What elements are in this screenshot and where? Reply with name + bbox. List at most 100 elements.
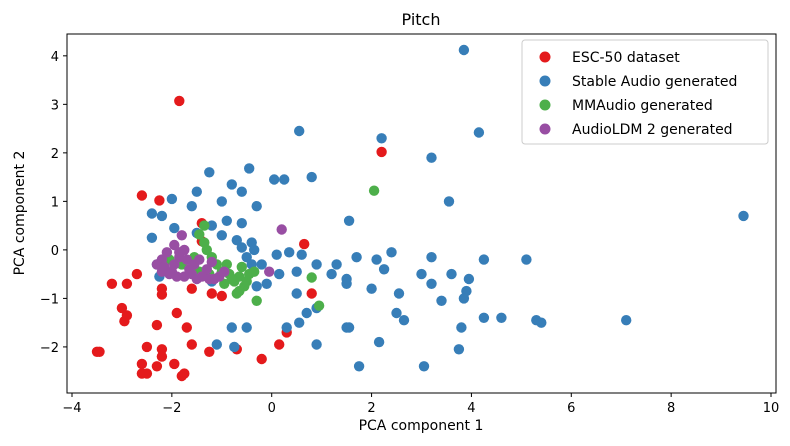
point-s1-52	[446, 268, 457, 280]
point-s0-28	[141, 368, 153, 379]
point-s1-71	[453, 344, 465, 355]
point-s1-12	[236, 186, 247, 197]
point-s1-75	[301, 307, 312, 319]
point-s1-61	[496, 312, 507, 323]
point-s1-36	[291, 266, 302, 277]
point-s3-26	[206, 256, 217, 268]
point-s0-34	[204, 346, 215, 357]
point-s3-16	[219, 266, 230, 277]
point-s2-6	[194, 229, 205, 240]
point-s2-8	[201, 244, 212, 256]
point-s0-9	[131, 268, 143, 280]
point-s1-15	[216, 196, 227, 207]
points-layer	[91, 44, 749, 382]
point-s1-9	[279, 174, 290, 185]
point-s1-3	[376, 133, 387, 144]
point-s0-7	[106, 278, 118, 289]
legend-label-2: MMAudio generated	[572, 98, 713, 114]
x-tick-label-0: −4	[62, 401, 81, 416]
point-s1-38	[261, 278, 272, 289]
point-s1-73	[353, 361, 365, 372]
point-s1-84	[229, 341, 240, 353]
y-tick-label-3: 1	[51, 195, 59, 210]
point-s1-4	[426, 152, 437, 163]
point-s1-54	[478, 254, 490, 265]
point-s0-26	[136, 358, 148, 370]
y-tick-label-0: −2	[40, 341, 59, 356]
point-s1-20	[169, 222, 180, 234]
point-s1-51	[443, 196, 455, 207]
x-tick-label-6: 8	[667, 401, 675, 416]
point-s1-44	[371, 254, 382, 265]
point-s2-2	[313, 300, 325, 311]
legend-label-3: AudioLDM 2 generated	[572, 122, 733, 138]
y-tick-label-6: 4	[51, 50, 59, 65]
legend-marker-3	[539, 123, 551, 135]
point-s1-13	[251, 201, 262, 212]
point-s1-19	[146, 208, 158, 219]
point-s0-0	[174, 95, 185, 107]
x-tick-label-3: 2	[367, 401, 375, 416]
legend-label-0: ESC-50 dataset	[572, 50, 680, 66]
point-s0-19	[181, 322, 192, 333]
chart-title: Pitch	[402, 10, 441, 29]
point-s1-6	[204, 167, 215, 178]
point-s1-80	[311, 339, 322, 350]
point-s1-18	[156, 210, 168, 222]
point-s1-58	[458, 293, 470, 304]
point-s0-18	[171, 307, 182, 319]
point-s3-25	[194, 254, 205, 265]
point-s1-72	[418, 361, 430, 372]
point-s2-29	[249, 266, 260, 277]
point-s0-25	[94, 346, 105, 357]
point-s1-82	[241, 322, 252, 333]
point-s1-34	[296, 249, 307, 260]
x-axis-ticks: −4 −2 0 2 4 6 8 10	[62, 393, 779, 416]
point-s1-16	[186, 201, 197, 212]
point-s3-2	[176, 230, 187, 241]
point-s0-1	[376, 146, 387, 158]
x-tick-label-5: 6	[567, 401, 575, 416]
point-s0-20	[151, 319, 163, 331]
point-s1-78	[326, 268, 337, 280]
point-s3-24	[184, 264, 195, 275]
point-s1-14	[191, 186, 202, 197]
point-s1-26	[231, 235, 242, 246]
point-s1-69	[373, 336, 385, 348]
y-tick-label-1: −1	[40, 292, 59, 307]
legend: ESC-50 dataset Stable Audio generated MMAu…	[521, 39, 769, 145]
point-s1-49	[416, 268, 427, 280]
point-s0-12	[186, 283, 197, 294]
point-s1-46	[366, 283, 377, 294]
point-s1-48	[393, 288, 405, 299]
point-s1-68	[343, 322, 355, 333]
point-s1-60	[478, 312, 490, 323]
point-s1-32	[271, 249, 282, 260]
point-s0-5	[299, 238, 310, 250]
point-s1-17	[166, 193, 178, 205]
point-s0-38	[306, 288, 317, 299]
point-s1-63	[536, 317, 547, 328]
x-tick-label-7: 10	[763, 401, 780, 416]
legend-marker-2	[539, 99, 551, 111]
point-s1-25	[216, 230, 227, 241]
point-s1-1	[473, 127, 485, 138]
point-s2-0	[368, 185, 380, 196]
point-s3-21	[169, 259, 180, 270]
point-s0-3	[154, 195, 165, 206]
point-s1-39	[251, 281, 262, 292]
point-s1-28	[236, 242, 247, 253]
x-tick-label-1: −2	[162, 401, 181, 416]
point-s1-35	[311, 259, 322, 270]
point-s0-22	[141, 341, 153, 353]
legend-marker-0	[539, 51, 551, 63]
point-s1-53	[463, 273, 475, 285]
y-tick-label-4: 2	[51, 147, 59, 162]
point-s0-2	[136, 190, 148, 201]
legend-frame	[521, 39, 769, 145]
point-s0-11	[156, 289, 168, 300]
point-s1-11	[226, 179, 237, 190]
point-s1-79	[341, 278, 352, 289]
y-tick-label-5: 3	[51, 98, 59, 113]
